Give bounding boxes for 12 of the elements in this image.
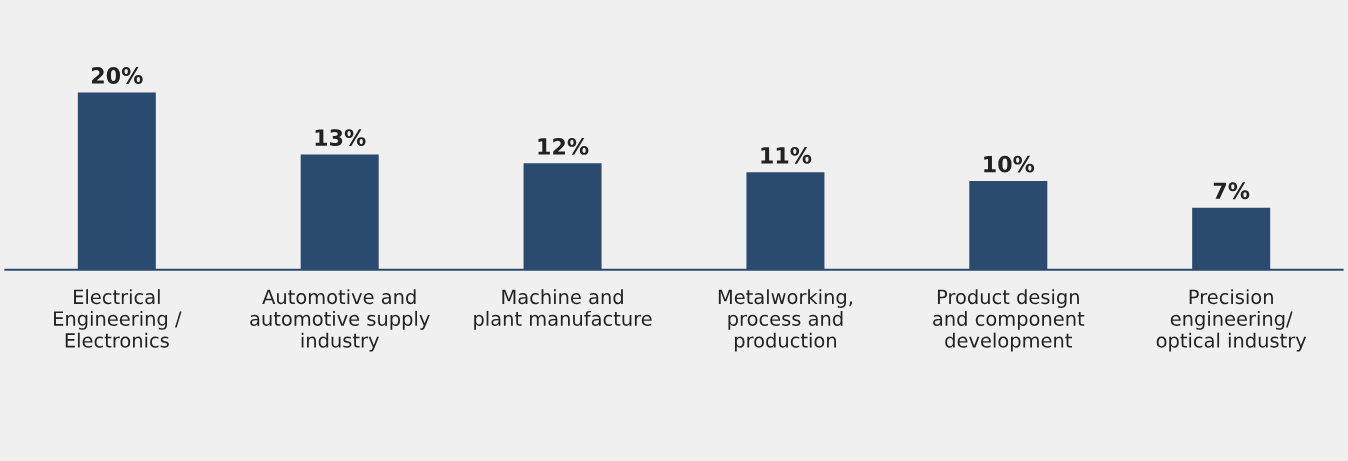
data-label: 20% <box>91 67 143 84</box>
data-label: 13% <box>315 129 366 146</box>
x-tick-label: Product design and component development <box>933 289 1085 352</box>
data-label: 12% <box>538 138 589 155</box>
x-tick-label: Machine and plant manufacture <box>474 289 652 330</box>
x-tick-label: Automotive and automotive supply industry <box>250 289 430 352</box>
data-label: 10% <box>984 155 1035 173</box>
x-tick-label: Electrical Engineering / Electronics <box>54 289 182 348</box>
data-label: 7% <box>1213 182 1250 200</box>
data-label: 11% <box>761 146 812 164</box>
x-tick-label: Precision engineering/ optical industry <box>1156 289 1307 352</box>
x-tick-label: Metalworking, process and production <box>718 289 853 352</box>
